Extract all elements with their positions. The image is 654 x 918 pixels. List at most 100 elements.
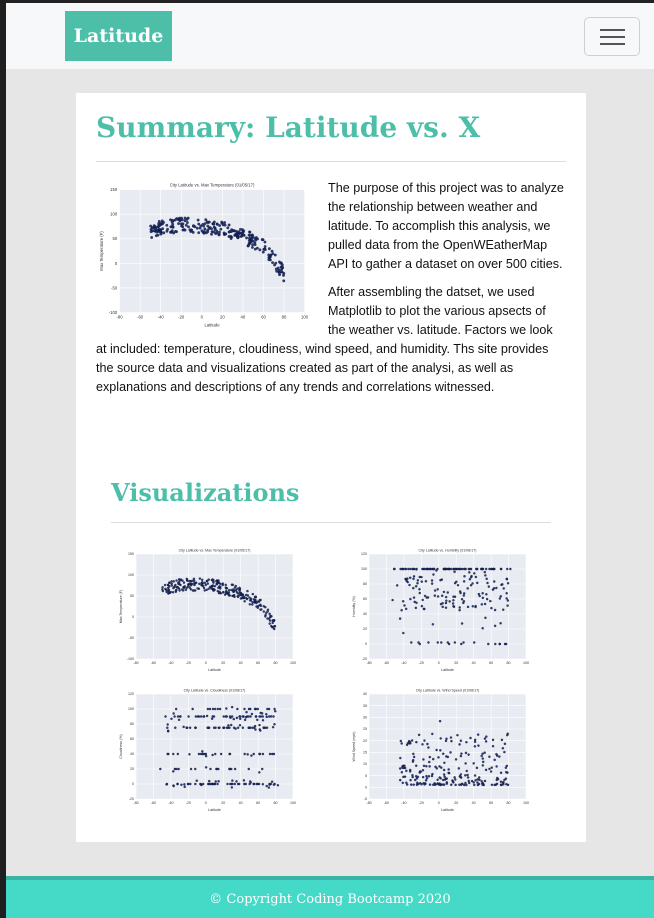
data-point (243, 718, 247, 722)
data-point (408, 770, 412, 773)
data-point (429, 567, 433, 571)
x-axis-label: Latitude (441, 808, 454, 812)
y-tick-label: 50 (112, 236, 117, 241)
data-point (263, 240, 267, 244)
plot-area (136, 694, 293, 799)
x-tick-label: 80 (507, 661, 511, 665)
data-point (443, 775, 446, 778)
data-point (460, 642, 463, 646)
data-point (273, 782, 276, 786)
data-point (165, 782, 169, 786)
data-point (399, 778, 402, 782)
summary-chart[interactable]: -80 -60 -40 -20 0 20 40 60 80 100 -100 -50 0 50 100 150… (96, 179, 314, 329)
y-tick-label: 50 (130, 594, 134, 598)
x-tick-label: -80 (366, 801, 371, 805)
data-point (418, 771, 421, 774)
data-point (501, 583, 504, 586)
data-point (489, 770, 493, 773)
data-point (500, 783, 503, 787)
brand-link[interactable]: Latitude (65, 11, 172, 61)
data-point (447, 768, 450, 771)
x-tick-label: -60 (384, 801, 389, 805)
data-point (258, 723, 261, 727)
data-point (486, 581, 489, 585)
data-point (217, 780, 220, 783)
data-point (239, 593, 243, 596)
data-point (395, 584, 399, 587)
data-point (408, 583, 411, 587)
data-point (204, 754, 208, 758)
data-point (212, 230, 216, 234)
data-point (451, 602, 455, 605)
data-point (188, 586, 191, 589)
data-point (161, 586, 164, 589)
data-point (227, 588, 231, 592)
data-point (411, 760, 415, 763)
data-point (468, 571, 471, 574)
data-point (409, 783, 413, 786)
data-point (416, 579, 420, 582)
chart-title: City Latitude vs. Max Temperature (01/05… (179, 549, 251, 553)
data-point (487, 585, 491, 588)
data-point (477, 782, 481, 786)
data-point (436, 778, 439, 781)
x-tick-label: -60 (151, 801, 156, 805)
data-point (432, 783, 435, 786)
data-point (265, 784, 268, 788)
data-point (230, 786, 234, 789)
data-point (483, 570, 486, 574)
viz-temperature[interactable]: -80 -60 -40 -20 0 20 40 60 80 100 -100 -50 0 50 100 150… (116, 545, 301, 673)
data-point (274, 261, 278, 265)
data-point (218, 726, 221, 729)
data-point (445, 599, 448, 602)
data-point (460, 782, 463, 786)
data-point (222, 726, 226, 729)
data-point (404, 578, 408, 581)
data-point (480, 754, 483, 758)
data-point (201, 752, 205, 756)
y-axis-label: Max Temperature (F) (119, 590, 123, 623)
y-tick-label: 30 (363, 716, 367, 720)
data-point (166, 723, 169, 726)
navbar-toggle-button[interactable] (584, 17, 640, 56)
data-point (212, 220, 216, 224)
viz-humidity[interactable]: -80 -60 -40 -20 0 20 40 60 80 100 -20 0 20 40 60 80 100 1… (349, 545, 534, 673)
data-point (270, 780, 274, 783)
data-point (466, 773, 469, 777)
data-point (222, 715, 225, 718)
x-tick-label: 40 (239, 801, 243, 805)
y-tick-label: 150 (128, 552, 134, 556)
data-point (155, 230, 159, 234)
data-point (425, 777, 429, 780)
x-tick-label: -20 (186, 661, 191, 665)
data-point (216, 707, 220, 711)
data-point (423, 567, 426, 571)
y-tick-label: 100 (110, 212, 118, 217)
data-point (427, 746, 430, 749)
data-point (219, 752, 223, 756)
data-point (153, 225, 157, 228)
data-point (399, 739, 403, 743)
data-point (463, 783, 466, 787)
x-tick-label: 60 (256, 801, 260, 805)
data-point (208, 707, 212, 711)
data-point (234, 589, 238, 592)
x-tick-label: 60 (489, 661, 493, 665)
data-point (237, 230, 241, 234)
data-point (225, 587, 229, 590)
viz-wind-speed[interactable]: -80 -60 -40 -20 0 20 40 60 80 100 -5 0 5 10 15 20 25 30 35… (349, 685, 534, 813)
data-point (470, 574, 473, 578)
data-point (505, 597, 508, 600)
data-point (461, 567, 464, 571)
viz-cloudiness[interactable]: -80 -60 -40 -20 0 20 40 60 80 100 -20 0 20 40 60 80 100 1… (116, 685, 301, 813)
data-point (213, 782, 216, 786)
data-point (218, 707, 222, 711)
data-point (485, 593, 488, 596)
data-point (211, 715, 214, 718)
data-point (431, 567, 435, 571)
data-point (238, 782, 241, 786)
data-point (410, 641, 413, 644)
data-point (177, 718, 181, 721)
data-point (266, 608, 270, 611)
data-point (254, 236, 258, 239)
